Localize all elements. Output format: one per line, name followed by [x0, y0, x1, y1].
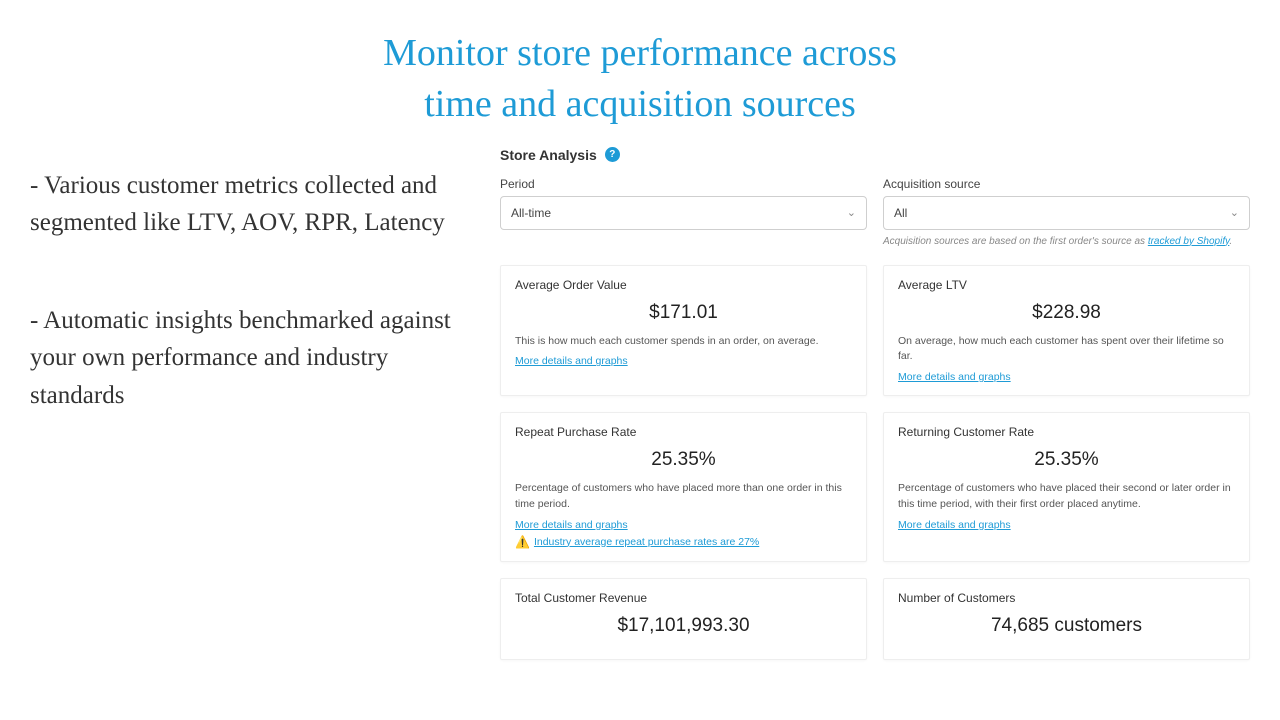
- card-desc: Percentage of customers who have placed …: [515, 481, 852, 513]
- card-title: Total Customer Revenue: [515, 591, 852, 605]
- more-details-link[interactable]: More details and graphs: [515, 355, 628, 367]
- title-line-2: time and acquisition sources: [424, 83, 856, 125]
- card-value: $171.01: [515, 302, 852, 324]
- card-ltv: Average LTV $228.98 On average, how much…: [883, 265, 1250, 397]
- acquisition-label: Acquisition source: [883, 177, 1250, 191]
- description-column: - Various customer metrics collected and…: [30, 143, 500, 660]
- card-desc: Percentage of customers who have placed …: [898, 481, 1235, 513]
- dashboard-panel: Store Analysis ? Period All-time ⌄ Acqui…: [500, 143, 1250, 660]
- card-desc: This is how much each customer spends in…: [515, 334, 852, 350]
- card-rcr: Returning Customer Rate 25.35% Percentag…: [883, 412, 1250, 562]
- card-value: $17,101,993.30: [515, 615, 852, 637]
- dashboard-title: Store Analysis: [500, 147, 597, 163]
- more-details-link[interactable]: More details and graphs: [898, 519, 1011, 531]
- card-customers: Number of Customers 74,685 customers: [883, 578, 1250, 660]
- card-rpr: Repeat Purchase Rate 25.35% Percentage o…: [500, 412, 867, 562]
- acquisition-value: All: [894, 206, 907, 220]
- content-container: - Various customer metrics collected and…: [0, 143, 1280, 660]
- page-title: Monitor store performance across time an…: [0, 0, 1280, 143]
- warning-icon: ⚠️: [515, 535, 530, 549]
- acquisition-note-link[interactable]: tracked by Shopify: [1148, 236, 1230, 247]
- help-icon[interactable]: ?: [605, 147, 620, 162]
- period-label: Period: [500, 177, 867, 191]
- acquisition-select[interactable]: All ⌄: [883, 196, 1250, 230]
- acquisition-note-text: Acquisition sources are based on the fir…: [883, 236, 1148, 247]
- title-line-1: Monitor store performance across: [383, 32, 897, 74]
- card-title: Average Order Value: [515, 278, 852, 292]
- card-title: Average LTV: [898, 278, 1235, 292]
- period-filter: Period All-time ⌄: [500, 177, 867, 247]
- chevron-down-icon: ⌄: [1230, 206, 1239, 219]
- more-details-link[interactable]: More details and graphs: [515, 519, 628, 531]
- bullet-insights: - Automatic insights benchmarked against…: [30, 302, 470, 415]
- acquisition-filter: Acquisition source All ⌄ Acquisition sou…: [883, 177, 1250, 247]
- period-value: All-time: [511, 206, 551, 220]
- card-desc: On average, how much each customer has s…: [898, 334, 1235, 366]
- period-select[interactable]: All-time ⌄: [500, 196, 867, 230]
- chevron-down-icon: ⌄: [847, 206, 856, 219]
- filter-row: Period All-time ⌄ Acquisition source All…: [500, 177, 1250, 247]
- card-value: $228.98: [898, 302, 1235, 324]
- more-details-link[interactable]: More details and graphs: [898, 371, 1011, 383]
- card-title: Repeat Purchase Rate: [515, 425, 852, 439]
- dashboard-header: Store Analysis ?: [500, 143, 1250, 177]
- card-title: Returning Customer Rate: [898, 425, 1235, 439]
- card-value: 25.35%: [515, 449, 852, 471]
- card-revenue: Total Customer Revenue $17,101,993.30: [500, 578, 867, 660]
- bullet-metrics: - Various customer metrics collected and…: [30, 167, 470, 242]
- industry-insight: ⚠️ Industry average repeat purchase rate…: [515, 535, 852, 549]
- acquisition-note: Acquisition sources are based on the fir…: [883, 236, 1250, 247]
- card-value: 74,685 customers: [898, 615, 1235, 637]
- card-title: Number of Customers: [898, 591, 1235, 605]
- card-aov: Average Order Value $171.01 This is how …: [500, 265, 867, 397]
- cards-grid: Average Order Value $171.01 This is how …: [500, 265, 1250, 660]
- card-value: 25.35%: [898, 449, 1235, 471]
- insight-link[interactable]: Industry average repeat purchase rates a…: [534, 536, 759, 548]
